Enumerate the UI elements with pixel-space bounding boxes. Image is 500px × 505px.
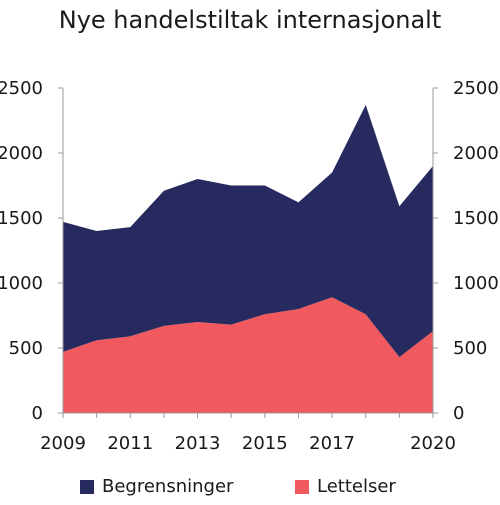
y-tick-label-right-1000: 1000 <box>453 273 499 294</box>
legend: Begrensninger Lettelser <box>0 476 500 500</box>
y-tick-label-left-1500: 1500 <box>0 208 43 229</box>
legend-item-lettelser: Lettelser <box>295 476 396 497</box>
chart-svg: 0 0 500 500 1000 1000 1500 1500 2000 2000 2500 2500… <box>0 78 499 454</box>
x-tick-label-2009: 2009 <box>40 433 86 454</box>
y-tick-label-right-2000: 2000 <box>453 143 499 164</box>
x-tick-label-2015: 2015 <box>242 433 288 454</box>
x-tick-label-2013: 2013 <box>175 433 221 454</box>
legend-swatch-begrensninger <box>80 479 94 494</box>
y-tick-label-left-2500: 2500 <box>0 78 43 99</box>
y-tick-label-right-500: 500 <box>453 338 487 359</box>
x-tick-label-2011: 2011 <box>107 433 153 454</box>
legend-label-begrensninger: Begrensninger <box>102 476 234 497</box>
x-tick-label-2020: 2020 <box>410 433 456 454</box>
y-tick-label-left-0: 0 <box>32 403 43 424</box>
y-tick-label-left-1000: 1000 <box>0 273 43 294</box>
legend-label-lettelser: Lettelser <box>317 476 396 497</box>
y-tick-label-right-1500: 1500 <box>453 208 499 229</box>
area-series-lettelser <box>63 297 433 413</box>
y-tick-label-left-2000: 2000 <box>0 143 43 164</box>
x-tick-label-2017: 2017 <box>309 433 355 454</box>
area-series-begrensninger <box>63 104 433 358</box>
chart-title: Nye handelstiltak internasjonalt <box>58 6 442 34</box>
y-tick-label-right-0: 0 <box>453 403 464 424</box>
y-tick-label-right-2500: 2500 <box>453 78 499 99</box>
legend-item-begrensninger: Begrensninger <box>80 476 233 497</box>
legend-swatch-lettelser <box>295 479 309 494</box>
y-tick-label-left-500: 500 <box>9 338 43 359</box>
